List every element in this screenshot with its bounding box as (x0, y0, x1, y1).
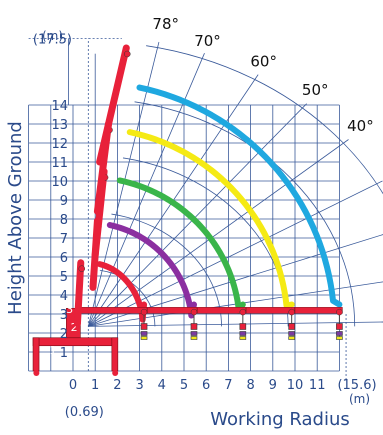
outrigger-right (111, 337, 119, 372)
boom-head (78, 265, 86, 272)
hook-block (288, 323, 295, 330)
hook-tip (190, 336, 198, 340)
angle-ray (88, 139, 349, 327)
angle-ray (88, 103, 307, 327)
hook-block (239, 323, 247, 330)
x-tick-label: 7 (224, 378, 232, 393)
boom-raised (73, 259, 85, 327)
boom-horizontal (197, 307, 247, 314)
x-tick-label: 10 (287, 378, 304, 393)
y-tick-label: 11 (51, 156, 68, 171)
boom-horizontal (77, 307, 148, 314)
y-tick-label: 13 (51, 118, 68, 133)
boom-horizontal (294, 307, 343, 314)
y-tick-label: 9 (60, 194, 68, 209)
x-extra-tick-label: (0.69) (65, 405, 104, 420)
series-line (136, 84, 343, 308)
x-tick-label: 3 (135, 378, 143, 393)
hook-tip (239, 336, 247, 340)
y-extra-tick-label: (17.5) (33, 33, 72, 48)
crane-section-label: 1 (50, 344, 57, 357)
series-line (116, 177, 246, 314)
hook-tip (336, 336, 343, 340)
x-tick-label: 6 (202, 378, 210, 393)
boom-horizontal (147, 307, 198, 314)
y-tick-label: 4 (60, 289, 68, 304)
angle-label: 40° (347, 117, 374, 135)
series-curves (77, 84, 343, 340)
y-tick-label: 3 (60, 308, 68, 323)
y-tick-label: 12 (51, 137, 68, 152)
crane-section-label: 3 (66, 303, 73, 316)
x-axis-title: Working Radius (210, 409, 350, 430)
y-tick-label: 1 (60, 346, 68, 361)
y-tick-label: 2 (60, 327, 68, 342)
hook-block (140, 323, 148, 330)
y-tick-label: 5 (60, 270, 68, 285)
angle-label: 50° (302, 81, 329, 99)
x-tick-label: 1 (91, 378, 99, 393)
boom-raised (96, 44, 130, 166)
y-tick-label: 8 (60, 213, 68, 228)
outrigger-left (32, 337, 40, 372)
x-extra-tick-label: (15.6) (337, 378, 376, 393)
boom-drawings (73, 44, 131, 327)
y-tick-label: 10 (51, 175, 68, 190)
x-tick-label: 2 (113, 378, 121, 393)
x-tick-label: 4 (158, 378, 166, 393)
hook-block (190, 323, 198, 330)
angle-label: 70° (194, 32, 221, 50)
x-tick-label: 9 (269, 378, 277, 393)
x-tick-label: 11 (309, 378, 326, 393)
angle-label: 60° (250, 52, 277, 70)
angle-label: 78° (152, 15, 179, 33)
x-tick-label: 0 (69, 378, 77, 393)
hook-weight (190, 331, 198, 336)
y-axis-title: Height Above Ground (5, 121, 26, 315)
y-tick-label: 6 (60, 251, 68, 266)
crane-section-label: 2 (71, 321, 78, 334)
foot-right (112, 370, 119, 376)
x-unit-label: (m) (349, 392, 370, 406)
hook-tip (140, 336, 148, 340)
hook-block (336, 323, 343, 330)
series-line (106, 222, 197, 319)
y-unit-label: (m) (42, 29, 63, 43)
hook-weight (336, 331, 343, 336)
hook-tip (288, 336, 295, 340)
x-tick-label: 5 (180, 378, 188, 393)
hook-weight (239, 331, 247, 336)
foot-left (33, 370, 40, 376)
boom-horizontal (245, 307, 295, 314)
boom-tip (190, 308, 198, 316)
boom-tip (288, 308, 295, 316)
y-tick-label: 14 (51, 99, 68, 114)
angle-labels: 78°70°60°50°40°30°20°10°1° (152, 15, 383, 178)
x-tick-label: 8 (246, 378, 254, 393)
series-line (126, 129, 295, 309)
y-tick-label: 7 (60, 232, 68, 247)
boom-head (124, 50, 131, 58)
x-tick-labels: 0 1 2 3 4 5 6 7 8 9 10 11 (0.69) (15.6) (65, 378, 377, 420)
boom-tip (140, 308, 148, 316)
hook-weight (288, 331, 295, 336)
boom-tip (336, 308, 343, 316)
crane-base-beam (32, 337, 118, 347)
boom-tip (239, 308, 247, 316)
hook-weight (140, 331, 148, 336)
